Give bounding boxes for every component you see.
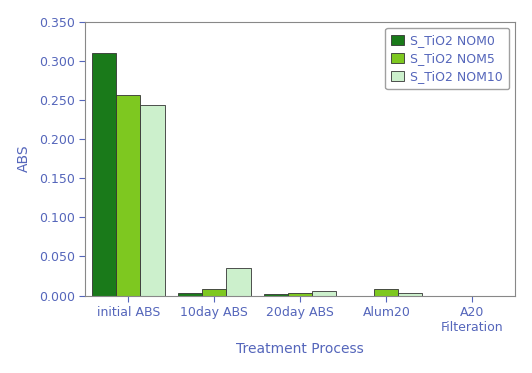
Y-axis label: ABS: ABS	[16, 145, 31, 172]
Legend: S_TiO2 NOM0, S_TiO2 NOM5, S_TiO2 NOM10: S_TiO2 NOM0, S_TiO2 NOM5, S_TiO2 NOM10	[385, 28, 509, 90]
Bar	[398, 293, 422, 295]
Bar	[312, 291, 336, 295]
Bar	[264, 294, 288, 295]
X-axis label: Treatment Process: Treatment Process	[237, 342, 364, 356]
Bar	[92, 53, 117, 295]
Bar	[178, 293, 202, 295]
Bar	[375, 289, 398, 295]
Bar	[288, 293, 312, 295]
Bar	[202, 289, 227, 295]
Bar	[227, 268, 251, 295]
Bar	[117, 95, 140, 295]
Bar	[140, 104, 164, 295]
